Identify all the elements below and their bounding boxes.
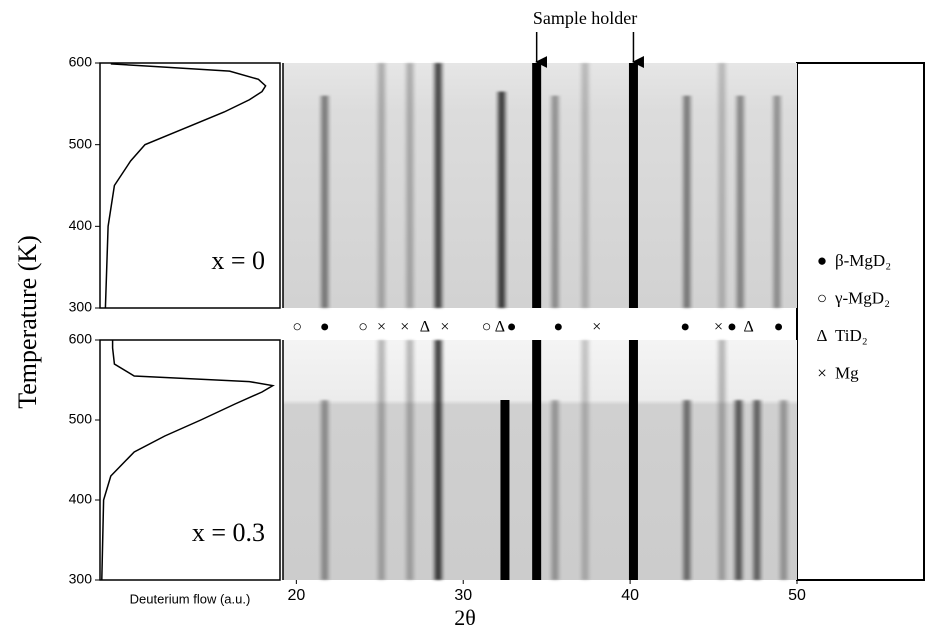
annotation: Sample holder: [533, 8, 637, 28]
y-tick-label: 500: [69, 411, 93, 427]
diffraction-peak: [551, 95, 559, 309]
y-tick-label: 300: [69, 571, 93, 587]
diffraction-peak: [406, 340, 414, 580]
diffraction-peak: [532, 340, 542, 580]
phase-marker: ●: [507, 319, 517, 336]
diffraction-peak: [434, 340, 442, 580]
diffraction-peak: [753, 400, 761, 580]
phase-marker: ○: [292, 319, 302, 336]
diffraction-peak: [718, 63, 726, 308]
y-tick-label: 600: [69, 331, 93, 347]
plot-frame: [99, 62, 281, 309]
diffraction-peak: [377, 340, 385, 580]
phase-marker: ×: [714, 319, 723, 336]
y-tick-label: 300: [69, 299, 93, 315]
diffraction-peak: [321, 400, 329, 580]
legend-frame: [796, 62, 925, 581]
phase-marker: Δ: [743, 319, 753, 336]
x-tick-label: 50: [788, 587, 806, 604]
diffraction-peak: [377, 63, 385, 308]
legend-symbol: ○: [817, 288, 827, 307]
legend-symbol: ●: [817, 251, 827, 270]
diffraction-peak: [434, 63, 442, 308]
phase-marker: ×: [592, 319, 601, 336]
x-tick-label: 20: [287, 587, 305, 604]
diffraction-peak: [736, 95, 744, 309]
phase-marker: ●: [320, 319, 330, 336]
phase-marker: ○: [358, 319, 368, 336]
diffraction-peak: [581, 340, 589, 580]
y-axis-label: Temperature (K): [13, 235, 42, 409]
phase-marker: ●: [774, 319, 784, 336]
phase-marker: ●: [727, 319, 737, 336]
phase-marker: ×: [440, 319, 449, 336]
diffraction-peak: [551, 400, 559, 580]
diffraction-peak: [498, 91, 506, 308]
legend-label: β-MgD₂: [835, 251, 891, 270]
diffraction-peak: [581, 63, 589, 308]
legend-label: Mg: [835, 363, 859, 382]
diffraction-peak: [321, 95, 329, 309]
diffraction-peak: [406, 63, 414, 308]
phase-marker: Δ: [495, 319, 505, 336]
x-axis-label: Deuterium flow (a.u.): [130, 591, 251, 606]
flow-curve: [101, 340, 275, 581]
phase-marker: ×: [400, 319, 409, 336]
phase-marker: ○: [482, 319, 492, 336]
diffraction-peak: [628, 340, 638, 580]
phase-marker: ●: [554, 319, 564, 336]
legend-symbol: ×: [817, 363, 827, 382]
phase-marker: Δ: [420, 319, 430, 336]
diffraction-peak: [532, 63, 542, 308]
diffraction-peak: [773, 95, 781, 309]
panel-label: x = 0: [211, 246, 265, 275]
y-tick-label: 400: [69, 217, 93, 233]
y-tick-label: 500: [69, 135, 93, 151]
x-tick-label: 30: [454, 587, 472, 604]
x-tick-label: 40: [621, 587, 639, 604]
phase-marker: ●: [680, 319, 690, 336]
diffraction-peak: [683, 95, 691, 309]
diffraction-peak: [735, 400, 743, 580]
legend-symbol: Δ: [817, 326, 828, 345]
diffraction-peak: [628, 63, 638, 308]
diffraction-peak: [718, 340, 726, 580]
legend-label: TiD₂: [835, 326, 868, 345]
y-tick-label: 600: [69, 54, 93, 70]
legend-label: γ-MgD₂: [834, 288, 890, 307]
panel-label: x = 0.3: [192, 518, 265, 547]
diffraction-peak: [500, 400, 510, 580]
phase-marker: ×: [377, 319, 386, 336]
flow-curve: [104, 63, 267, 309]
x-axis-label: 2θ: [454, 605, 476, 630]
plot-frame: [99, 339, 281, 581]
diffraction-peak: [780, 400, 788, 580]
y-tick-label: 400: [69, 491, 93, 507]
diffraction-peak: [683, 400, 691, 580]
